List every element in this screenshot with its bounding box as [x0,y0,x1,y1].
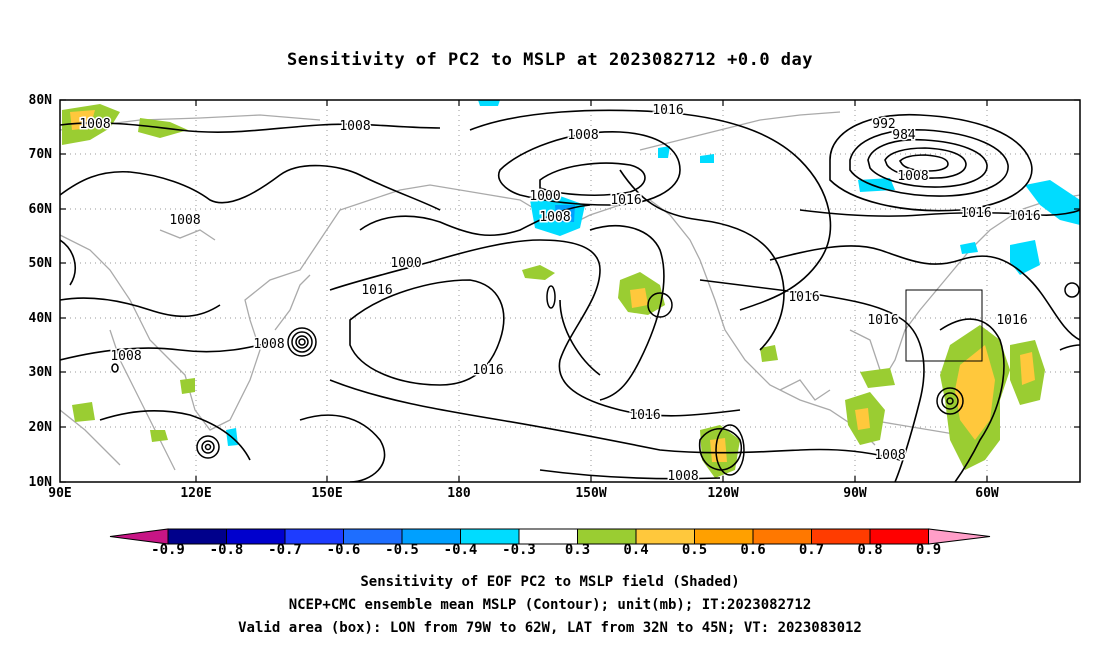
lon-label: 120E [180,486,212,501]
contour-label: 1008 [567,128,598,143]
colorbar [109,528,991,545]
colorbar-tick-label: 0.6 [740,542,766,558]
colorbar-right-arrow [928,528,991,545]
lon-label: 90W [843,486,867,501]
contour-label: 1016 [1009,209,1040,224]
lat-label: 20N [28,420,52,435]
contour-label: 1008 [79,117,110,132]
contour-label: 1000 [529,189,560,204]
lon-label: 60W [975,486,999,501]
contour-label: 1008 [539,210,570,225]
lat-label: 70N [28,147,52,162]
caption-line-2: NCEP+CMC ensemble mean MSLP (Contour); u… [288,597,812,613]
colorbar-tick-label: -0.3 [502,542,536,558]
lon-label: 120W [707,486,739,501]
contour-label: 1016 [610,193,641,208]
lon-label: 150E [311,486,343,501]
contour-label: 1008 [339,119,370,134]
contour-label: 1016 [867,313,898,328]
lat-label: 40N [28,311,52,326]
lon-label: 90E [48,486,72,501]
colorbar-tick-label: 0.3 [564,542,591,558]
mslp-contours [60,109,1080,482]
colorbar-tick-label: 0.4 [623,542,649,558]
colorbar-tick-label: -0.6 [326,542,361,558]
colorbar-tick-label: -0.4 [443,542,478,558]
contour-label: 984 [892,128,916,143]
contour-label: 1016 [361,283,392,298]
contour-label: 1008 [897,169,928,184]
valid-area-box [905,289,983,362]
contour-label: 1008 [169,213,200,228]
plot-title: Sensitivity of PC2 to MSLP at 2023082712… [286,50,813,70]
sensitivity-shading [62,100,1080,478]
colorbar-tick-label: -0.9 [151,542,185,558]
contour-label: 1016 [788,290,819,305]
contour-label: 1008 [253,337,284,352]
contour-label: 992 [872,117,895,132]
contour-label: 1016 [629,408,660,423]
colorbar-tick-label: 0.9 [915,542,942,558]
colorbar-tick-label: 0.7 [798,542,825,558]
axis-ticks [60,99,1080,483]
map-frame [59,99,1081,483]
contour-label: 1008 [667,469,698,484]
contour-label: 1000 [390,256,421,271]
contour-label: 1016 [996,313,1027,328]
lat-label: 10N [28,475,52,490]
colorbar-tick-label: -0.7 [268,542,302,558]
colorbar-tick-label: -0.8 [209,542,244,558]
coastlines [60,111,1080,471]
lat-label: 60N [28,202,52,217]
caption-line-3: Valid area (box): LON from 79W to 62W, L… [238,620,862,636]
closed-lows [111,282,1080,476]
colorbar-tick-label: 0.5 [681,542,708,558]
contour-label: 1008 [874,448,905,463]
lat-label: 50N [28,256,52,271]
lat-label: 30N [28,365,52,380]
caption-line-1: Sensitivity of EOF PC2 to MSLP field (Sh… [360,574,740,590]
contour-label: 1016 [652,103,683,118]
contour-label: 1016 [472,363,503,378]
lon-label: 150W [575,486,607,501]
colorbar-tick-label: 0.8 [857,542,883,558]
colorbar-tick-label: -0.5 [385,542,419,558]
contour-label: 1008 [110,349,141,364]
contour-label: 1016 [960,206,991,221]
lon-label: 180 [447,486,471,501]
lat-label: 80N [28,93,52,108]
